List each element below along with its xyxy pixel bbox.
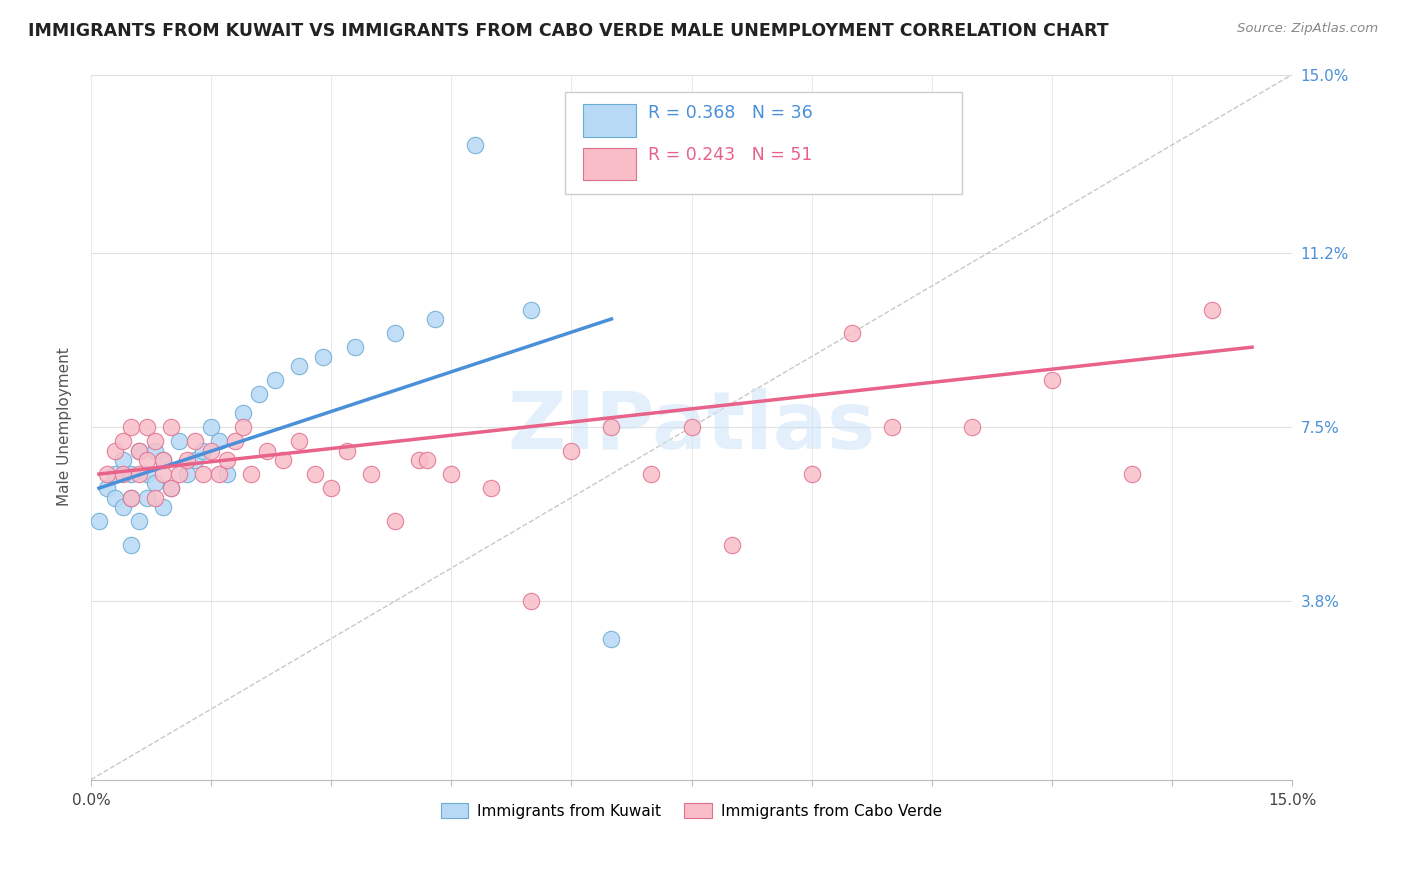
Point — [104, 467, 127, 481]
Point — [200, 443, 222, 458]
Point — [384, 514, 406, 528]
Point — [167, 434, 190, 449]
Point — [1121, 467, 1143, 481]
Point — [479, 481, 502, 495]
Point — [208, 467, 231, 481]
Point — [600, 420, 623, 434]
Point — [304, 467, 326, 481]
Point — [128, 467, 150, 481]
Point — [560, 443, 582, 458]
Point — [96, 481, 118, 495]
Point — [321, 481, 343, 495]
Point — [271, 453, 294, 467]
Point — [232, 420, 254, 434]
Point — [120, 491, 142, 505]
Point — [104, 491, 127, 505]
Point — [1201, 302, 1223, 317]
Point — [440, 467, 463, 481]
Point — [184, 453, 207, 467]
Point — [120, 420, 142, 434]
Point — [143, 434, 166, 449]
Point — [120, 467, 142, 481]
Point — [136, 453, 159, 467]
Point — [464, 138, 486, 153]
Point — [104, 443, 127, 458]
Point — [681, 420, 703, 434]
Point — [111, 434, 134, 449]
Point — [143, 476, 166, 491]
Point — [160, 481, 183, 495]
Point — [224, 434, 246, 449]
Point — [111, 453, 134, 467]
Point — [215, 453, 238, 467]
Point — [408, 453, 430, 467]
Point — [128, 443, 150, 458]
Point — [96, 467, 118, 481]
FancyBboxPatch shape — [583, 147, 637, 180]
Point — [136, 467, 159, 481]
Point — [111, 467, 134, 481]
Point — [312, 350, 335, 364]
Point — [240, 467, 263, 481]
Point — [152, 500, 174, 514]
Point — [600, 632, 623, 646]
Point — [256, 443, 278, 458]
Text: ZIPatlas: ZIPatlas — [508, 388, 876, 466]
Y-axis label: Male Unemployment: Male Unemployment — [58, 348, 72, 507]
Point — [880, 420, 903, 434]
Point — [136, 491, 159, 505]
Point — [152, 453, 174, 467]
Point — [247, 387, 270, 401]
Point — [152, 467, 174, 481]
Point — [176, 453, 198, 467]
Point — [111, 500, 134, 514]
Point — [640, 467, 662, 481]
Point — [416, 453, 439, 467]
Point — [87, 514, 110, 528]
Point — [384, 326, 406, 340]
Point — [800, 467, 823, 481]
Point — [425, 312, 447, 326]
Text: Source: ZipAtlas.com: Source: ZipAtlas.com — [1237, 22, 1378, 36]
Point — [200, 420, 222, 434]
Point — [152, 453, 174, 467]
Point — [336, 443, 359, 458]
FancyBboxPatch shape — [583, 104, 637, 136]
Point — [208, 434, 231, 449]
Text: R = 0.368   N = 36: R = 0.368 N = 36 — [648, 104, 813, 122]
Point — [167, 467, 190, 481]
Point — [143, 443, 166, 458]
Point — [191, 467, 214, 481]
Point — [841, 326, 863, 340]
Point — [520, 302, 543, 317]
Text: R = 0.243   N = 51: R = 0.243 N = 51 — [648, 146, 813, 164]
Point — [176, 467, 198, 481]
Point — [1040, 373, 1063, 387]
Point — [160, 481, 183, 495]
Point — [160, 420, 183, 434]
Point — [143, 491, 166, 505]
Point — [344, 340, 367, 354]
Point — [120, 538, 142, 552]
Point — [264, 373, 287, 387]
Text: IMMIGRANTS FROM KUWAIT VS IMMIGRANTS FROM CABO VERDE MALE UNEMPLOYMENT CORRELATI: IMMIGRANTS FROM KUWAIT VS IMMIGRANTS FRO… — [28, 22, 1109, 40]
Point — [232, 406, 254, 420]
FancyBboxPatch shape — [565, 92, 962, 194]
Legend: Immigrants from Kuwait, Immigrants from Cabo Verde: Immigrants from Kuwait, Immigrants from … — [434, 797, 948, 825]
Point — [128, 443, 150, 458]
Point — [288, 359, 311, 373]
Point — [520, 594, 543, 608]
Point — [128, 514, 150, 528]
Point — [120, 491, 142, 505]
Point — [191, 443, 214, 458]
Point — [960, 420, 983, 434]
Point — [360, 467, 382, 481]
Point — [720, 538, 742, 552]
Point — [184, 434, 207, 449]
Point — [215, 467, 238, 481]
Point — [288, 434, 311, 449]
Point — [136, 420, 159, 434]
